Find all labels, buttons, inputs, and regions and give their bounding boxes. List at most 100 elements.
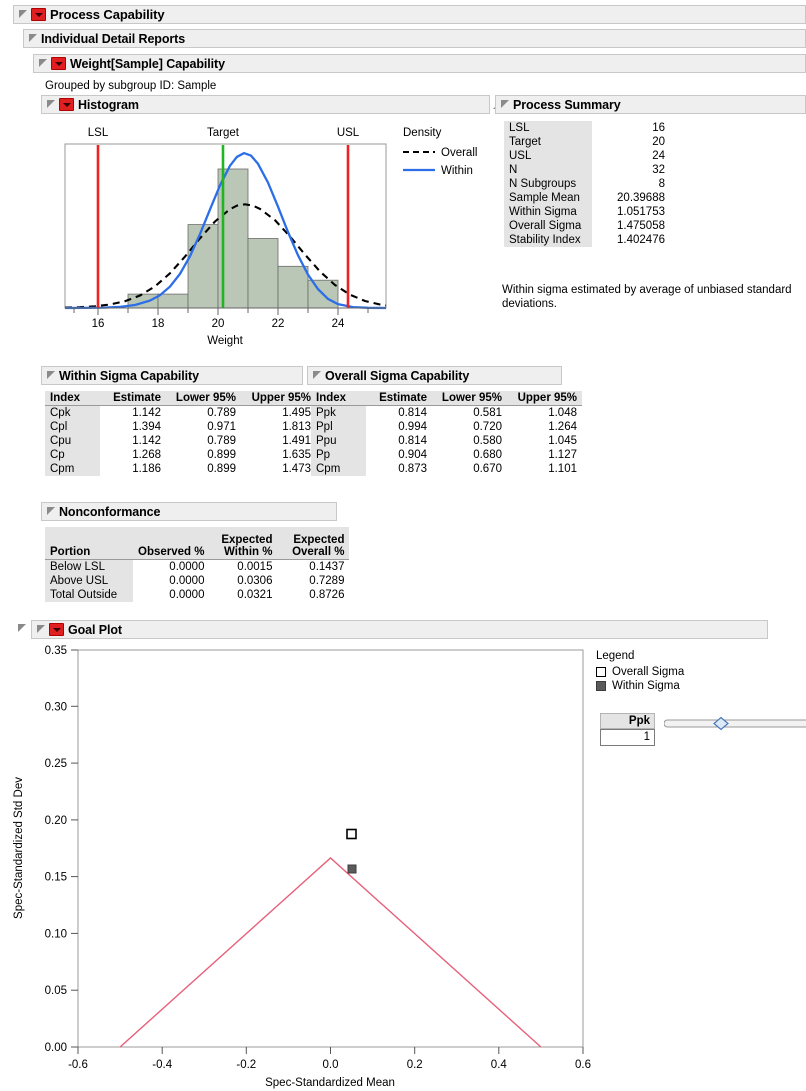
section-header-individual-detail-reports[interactable]: Individual Detail Reports <box>23 29 806 48</box>
panel-title-nonconformance: Nonconformance <box>59 504 161 519</box>
disclosure-triangle-icon[interactable] <box>46 506 56 517</box>
lsl-label: LSL <box>88 127 109 139</box>
table-row: Ppl 0.994 0.720 1.264 <box>311 420 582 434</box>
table-row: Ppk 0.814 0.581 1.048 <box>311 405 582 420</box>
histogram-bars <box>127 168 339 309</box>
within-density-curve <box>64 151 387 310</box>
panel-title-goal-plot: Goal Plot <box>68 622 122 637</box>
section-title-weight-sample-capability: Weight[Sample] Capability <box>70 56 225 71</box>
table-row: Total Outside 0.0000 0.0321 0.8726 <box>45 588 349 602</box>
ytick-label: 0.35 <box>45 645 67 657</box>
panel-header-goal-plot[interactable]: Goal Plot <box>31 620 768 639</box>
process-summary-rows: LSL 16 Target 20 USL 24 N 32 N Subgroups 8 Sa… <box>504 121 670 247</box>
panel-title-overall-sigma: Overall Sigma Capability <box>325 368 470 383</box>
ppk-slider-value-field[interactable]: 1 <box>600 729 655 746</box>
nonconformance-table: Portion Observed % Expected Within % Expe… <box>45 527 350 602</box>
xtick-label: -0.2 <box>236 1059 256 1071</box>
panel-header-nonconformance[interactable]: Nonconformance <box>41 502 337 521</box>
process-summary-table: LSL 16 Target 20 USL 24 N 32 N Subgroups 8 Sa… <box>504 121 670 247</box>
goal-plot-y-axis <box>71 649 78 1048</box>
xtick-label: 22 <box>272 318 285 330</box>
hollow-square-icon <box>596 667 606 677</box>
histogram-bar <box>157 293 189 309</box>
xtick-label: -0.4 <box>152 1059 172 1071</box>
table-row: LSL 16 <box>504 121 670 135</box>
disclosure-triangle-icon[interactable] <box>46 370 56 381</box>
xtick-label: 20 <box>212 318 225 330</box>
target-label: Target <box>207 127 240 139</box>
goal-plot-y-axis-label: Spec-Standardized Std Dev <box>13 777 25 919</box>
disclosure-triangle-icon[interactable] <box>36 624 46 635</box>
overall-density-curve <box>64 203 387 309</box>
column-header: Index <box>311 391 366 406</box>
histogram-bar <box>247 238 279 309</box>
ppk-slider[interactable] <box>664 716 806 732</box>
section-header-weight-sample-capability[interactable]: Weight[Sample] Capability <box>33 54 806 73</box>
ppk-slider-track-wrapper[interactable] <box>664 716 806 732</box>
histogram-legend-title: Density <box>403 127 442 139</box>
disclosure-triangle-icon[interactable] <box>312 370 322 381</box>
goal-plot-x-ticklabels: -0.6 -0.4 -0.2 0.0 0.2 0.4 0.6 <box>68 1059 591 1071</box>
ppk-slider-control[interactable]: Ppk 1 <box>600 713 806 746</box>
legend-item-within-sigma[interactable]: Within Sigma <box>596 680 684 692</box>
panel-header-histogram[interactable]: Histogram <box>41 95 490 114</box>
legend-label-within-sigma: Within Sigma <box>612 680 680 692</box>
histogram-bar <box>187 224 219 309</box>
disclosure-triangle-icon[interactable] <box>28 33 38 44</box>
table-header-row: Index Estimate Lower 95% Upper 95% <box>311 391 582 406</box>
legend-item-overall-sigma[interactable]: Overall Sigma <box>596 666 684 678</box>
histogram-bar <box>277 265 309 309</box>
table-row: Above USL 0.0000 0.0306 0.7289 <box>45 574 349 588</box>
column-header: Estimate <box>100 391 166 406</box>
xtick-label: 0.6 <box>575 1059 591 1071</box>
ytick-label: 0.15 <box>45 872 67 884</box>
goal-plot-legend: Legend Overall Sigma Within Sigma <box>596 650 684 692</box>
table-row: Cpk 1.142 0.789 1.495 <box>45 405 316 420</box>
panel-header-overall-sigma-capability[interactable]: Overall Sigma Capability <box>307 366 562 385</box>
red-triangle-menu-icon[interactable] <box>51 57 66 70</box>
table-row: Stability Index 1.402476 <box>504 233 670 247</box>
histogram-x-ticklabels: 16 18 20 22 24 <box>92 318 345 330</box>
table-row: USL 24 <box>504 149 670 163</box>
table-row: Ppu 0.814 0.580 1.045 <box>311 434 582 448</box>
xtick-label: 0.4 <box>491 1059 508 1071</box>
table-row: Pp 0.904 0.680 1.127 <box>311 448 582 462</box>
histogram-spec-labels: LSL Target USL <box>88 127 360 139</box>
column-header: Upper 95% <box>507 391 582 406</box>
panel-header-process-summary[interactable]: Process Summary <box>495 95 806 114</box>
table-row: N Subgroups 8 <box>504 177 670 191</box>
disclosure-triangle-icon[interactable] <box>38 58 48 69</box>
table-header-row: Portion Observed % Expected Within % Expe… <box>45 527 350 560</box>
xtick-label: 0.0 <box>323 1059 339 1071</box>
histogram-x-axis-label: Weight <box>207 335 243 347</box>
panel-header-within-sigma-capability[interactable]: Within Sigma Capability <box>41 366 303 385</box>
disclosure-triangle-icon[interactable] <box>46 99 56 110</box>
goal-plot-x-axis-label: Spec-Standardized Mean <box>265 1077 395 1089</box>
report-title: Process Capability <box>50 7 165 22</box>
red-triangle-menu-icon[interactable] <box>49 623 64 636</box>
ytick-label: 0.05 <box>45 985 67 997</box>
grouped-by-label: Grouped by subgroup ID: Sample <box>45 80 217 92</box>
legend-title: Legend <box>596 650 635 662</box>
panel-title-within-sigma: Within Sigma Capability <box>59 368 199 383</box>
section-header-process-capability[interactable]: Process Capability <box>13 5 806 24</box>
goal-plot-x-axis <box>77 1047 584 1054</box>
panel-title-histogram: Histogram <box>78 97 139 112</box>
goal-plot-y-ticklabels: 0.35 0.30 0.25 0.20 0.15 0.10 0.05 0.00 <box>45 645 67 1054</box>
outer-disclosure-triangle-icon[interactable] <box>17 624 27 634</box>
within-sigma-table: Index Estimate Lower 95% Upper 95% Cpk 1.… <box>45 391 316 476</box>
column-header: Lower 95% <box>166 391 241 406</box>
column-header: Lower 95% <box>432 391 507 406</box>
disclosure-triangle-icon[interactable] <box>18 9 28 20</box>
column-header: Index <box>45 391 100 406</box>
red-triangle-menu-icon[interactable] <box>31 8 46 21</box>
table-row: Target 20 <box>504 135 670 149</box>
table-row: Cp 1.268 0.899 1.635 <box>45 448 316 462</box>
red-triangle-menu-icon[interactable] <box>59 98 74 111</box>
xtick-label: 0.2 <box>407 1059 423 1071</box>
legend-label-within: Within <box>441 165 473 177</box>
table-row: Sample Mean 20.39688 <box>504 191 670 205</box>
disclosure-triangle-icon[interactable] <box>500 99 510 110</box>
slider-thumb-diamond-icon <box>713 716 729 731</box>
usl-label: USL <box>337 127 360 139</box>
